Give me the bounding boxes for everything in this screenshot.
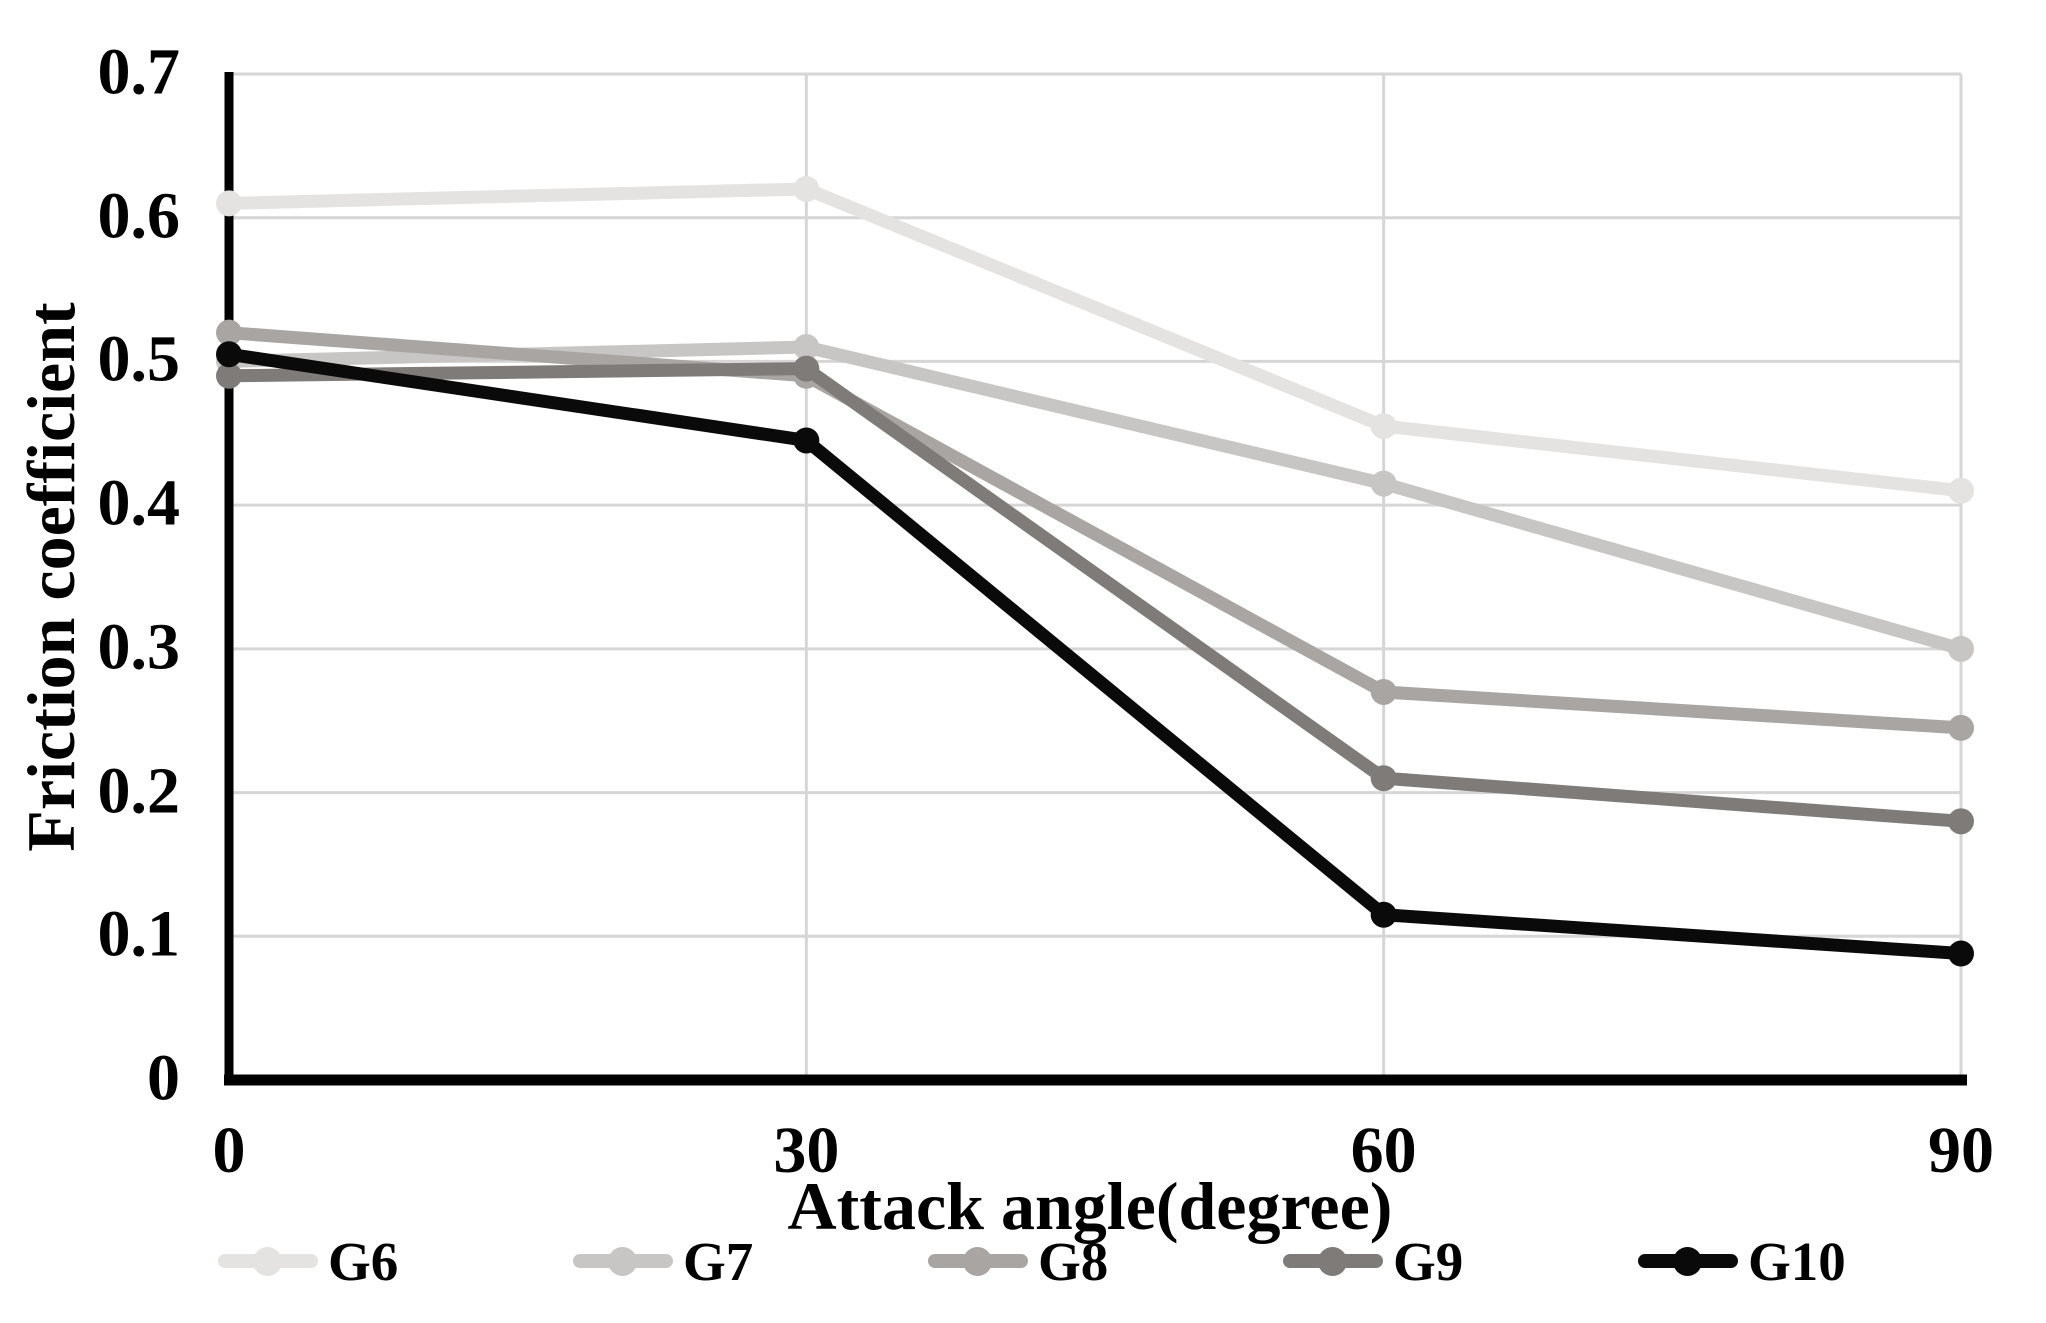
x-tick-label-90: 90 <box>1928 1114 1994 1187</box>
series-line-G6 <box>222 182 1968 498</box>
data-point-G8-0 <box>216 319 242 346</box>
data-point-G6-60 <box>1370 413 1397 440</box>
legend-dot <box>1673 1247 1702 1276</box>
data-point-G9-90 <box>1948 808 1974 835</box>
x-tick-label-30: 30 <box>773 1114 840 1187</box>
data-point-G9-60 <box>1370 765 1397 792</box>
legend-dot <box>253 1247 282 1276</box>
y-tick-label-0.5: 0.5 <box>97 323 181 397</box>
legend-item-G10: G10 <box>1638 1228 1846 1294</box>
legend-label-G6: G6 <box>328 1230 399 1292</box>
legend-marker-icon <box>1638 1228 1738 1294</box>
y-tick-label-0.4: 0.4 <box>97 466 181 540</box>
legend-dot <box>608 1247 637 1276</box>
data-point-G7-30 <box>793 334 820 361</box>
legend-label-G7: G7 <box>683 1230 754 1292</box>
series-line-G10 <box>222 347 1968 961</box>
x-axis-title: Attack angle(degree) <box>787 1168 1393 1244</box>
legend-item-G8: G8 <box>928 1228 1108 1294</box>
y-tick-label-0.7: 0.7 <box>97 35 181 109</box>
data-point-G8-60 <box>1370 678 1397 705</box>
legend-label-G10: G10 <box>1748 1230 1846 1292</box>
x-tick-label-60: 60 <box>1350 1114 1417 1187</box>
data-point-G6-30 <box>793 175 820 202</box>
data-point-G10-30 <box>793 427 820 454</box>
legend-marker-icon <box>573 1228 673 1294</box>
data-point-G10-60 <box>1370 901 1397 928</box>
y-tick-label-0.2: 0.2 <box>97 754 181 828</box>
data-point-G7-90 <box>1948 635 1974 662</box>
legend-item-G6: G6 <box>218 1228 398 1294</box>
data-point-G8-90 <box>1948 714 1974 741</box>
y-tick-label-0.1: 0.1 <box>97 897 181 971</box>
series-line-G8 <box>222 326 1968 735</box>
legend-marker-icon <box>928 1228 1028 1294</box>
data-point-G10-90 <box>1948 940 1974 967</box>
y-tick-label-0: 0 <box>147 1041 180 1115</box>
series-line-G9 <box>222 362 1968 828</box>
y-tick-label-0.3: 0.3 <box>97 610 181 684</box>
legend-item-G9: G9 <box>1283 1228 1463 1294</box>
data-point-G6-0 <box>216 190 242 217</box>
data-point-G10-0 <box>216 341 242 368</box>
legend-marker-icon <box>218 1228 318 1294</box>
y-tick-label-0.6: 0.6 <box>97 179 181 253</box>
data-point-G7-60 <box>1370 470 1397 497</box>
x-tick-label-0: 0 <box>212 1114 246 1187</box>
data-point-G6-90 <box>1948 477 1974 504</box>
legend-dot <box>1318 1247 1347 1276</box>
legend-item-G7: G7 <box>573 1228 753 1294</box>
legend-label-G8: G8 <box>1038 1230 1109 1292</box>
legend-marker-icon <box>1283 1228 1383 1294</box>
data-point-G9-30 <box>793 355 820 382</box>
legend-label-G9: G9 <box>1393 1230 1464 1292</box>
data-point-G9-0 <box>216 362 242 389</box>
legend-dot <box>963 1247 992 1276</box>
